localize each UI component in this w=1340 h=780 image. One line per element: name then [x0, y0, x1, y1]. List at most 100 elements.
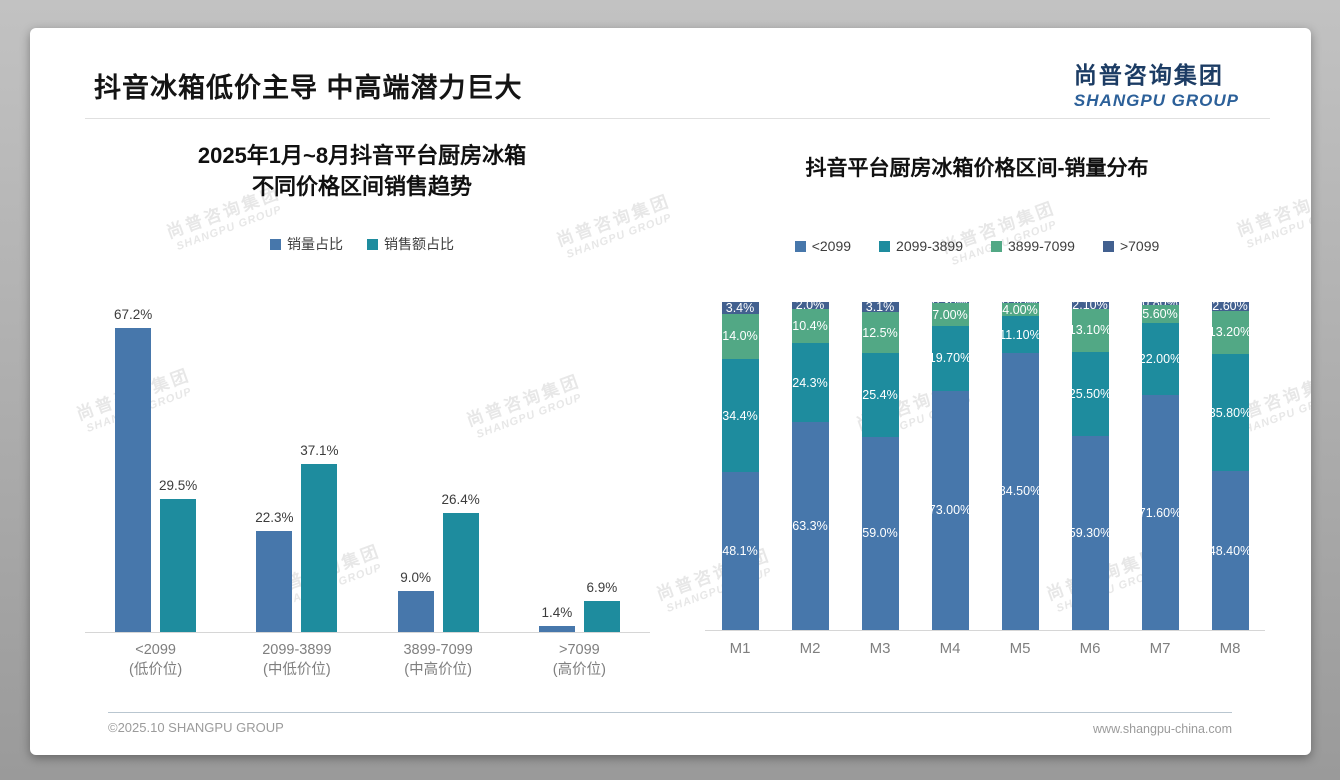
x-axis-label-2099-3899: 2099-3899 (中低价位)	[226, 640, 367, 680]
segment-3899-7099-M2: 10.4%	[791, 308, 829, 343]
segment->7099-M8: 2.60%	[1211, 299, 1249, 314]
x-axis-label-<2099: <2099 (低价位)	[85, 640, 226, 680]
bar-group-<2099: 67.2% 29.5%	[85, 288, 226, 632]
teal-legend-swatch-icon	[367, 238, 378, 250]
header-divider	[85, 118, 1270, 119]
x-axis-label-sub: (高价位)	[552, 662, 606, 678]
segment-value-label: 13.20%	[1208, 325, 1252, 340]
x-axis-label-main: 3899-7099	[403, 642, 473, 658]
segment-value-label: 34.4%	[722, 408, 758, 423]
x-axis-label-M8: M8	[1219, 640, 1241, 657]
segment-value-label: 3.1%	[865, 300, 895, 315]
segment-value-label: 12.5%	[862, 325, 898, 340]
x-axis-label-M5: M5	[1009, 640, 1031, 657]
right-legend-item-1: 2099-3899	[879, 238, 963, 254]
segment-value-label: 63.3%	[792, 519, 828, 534]
x-axis-label-M3: M3	[869, 640, 891, 657]
right-chart-title: 抖音平台厨房冰箱价格区间-销量分布	[805, 157, 1149, 180]
segment-3899-7099-M3: 12.5%	[861, 312, 899, 354]
segment-value-label: 2.60%	[1212, 299, 1248, 314]
x-axis-label-M7: M7	[1149, 640, 1171, 657]
segment-3899-7099-M5: 4.00%	[1001, 302, 1039, 317]
segment-value-label: 13.10%	[1068, 323, 1112, 338]
bar-value-label: 1.4%	[541, 604, 573, 620]
stacked-bar-M6: 2.10% 13.10% 25.50% 59.30%	[1068, 298, 1112, 630]
x-axis-label->7099: >7099 (高价位)	[509, 640, 650, 680]
bar-销售额占比-<2099: 29.5%	[159, 478, 197, 632]
segment-<2099-M5: 84.50%	[998, 352, 1042, 630]
segment-<2099-M1: 48.1%	[721, 472, 759, 630]
x-axis-label-M6: M6	[1079, 640, 1101, 657]
segment-2099-3899-M5: 11.10%	[999, 316, 1041, 353]
stacked-bar-M1: 3.4% 14.0% 34.4% 48.1%	[721, 300, 759, 630]
segment-value-label: 73.00%	[928, 503, 972, 518]
stacked-bar-M3: 3.1% 12.5% 25.4% 59.0%	[861, 300, 899, 630]
stack-cell-M6: 2.10% 13.10% 25.50% 59.30%	[1055, 298, 1125, 630]
left-chart-title-line1: 2025年1月~8月抖音平台厨房冰箱	[197, 143, 527, 168]
segment-value-label: 19.70%	[928, 351, 972, 366]
x-axis-label-main: <2099	[135, 642, 176, 658]
bar-value-label: 29.5%	[158, 477, 198, 493]
segment-2099-3899-M3: 25.4%	[861, 353, 899, 437]
right-legend-label-1: 2099-3899	[896, 238, 963, 254]
bar-value-label: 67.2%	[113, 307, 153, 323]
stack-cell-M4: 0.30%7.00%19.70%73.00%	[915, 296, 985, 630]
right-legend-item-0: <2099	[794, 238, 852, 254]
bar-销量占比-3899-7099: 9.0%	[397, 570, 434, 632]
bar-group->7099: 1.4% 6.9%	[509, 288, 650, 632]
right-legend-item-3: >7099	[1102, 238, 1159, 254]
segment-value-label: 4.00%	[1002, 302, 1038, 317]
x-axis-label-M1: M1	[729, 640, 751, 657]
segment->7099-M1: 3.4%	[721, 300, 759, 315]
segment-2099-3899-M8: 35.80%	[1209, 353, 1251, 472]
logo-cn-text: 尚普咨询集团	[1073, 62, 1224, 88]
bar-group-3899-7099: 9.0% 26.4%	[368, 288, 509, 632]
right-legend-label-2: 3899-7099	[1008, 238, 1075, 254]
x-axis-label-sub: (中低价位)	[263, 662, 331, 678]
right-legend-label-0: <2099	[811, 238, 852, 254]
x-axis-label-sub: (低价位)	[129, 662, 183, 678]
x-axis-label-M2: M2	[799, 640, 821, 657]
bar-value-label: 26.4%	[441, 491, 480, 507]
segment-<2099-M2: 63.3%	[791, 422, 829, 630]
stacked-bar-M8: 2.60% 13.20% 35.80% 48.40%	[1208, 299, 1252, 630]
bar-销售额占比-3899-7099: 26.4%	[441, 492, 480, 632]
left-legend-label-1: 销售额占比	[384, 236, 454, 252]
segment-value-label: 5.60%	[1142, 306, 1178, 321]
segment-value-label: 7.00%	[932, 307, 968, 322]
segment-3899-7099-M8: 13.20%	[1208, 310, 1252, 354]
bar-group-2099-3899: 22.3% 37.1%	[226, 288, 367, 632]
segment->7099-M2: 2.0%	[791, 298, 829, 312]
segment-value-label: 48.40%	[1208, 543, 1252, 558]
segment-<2099-M7: 71.60%	[1139, 395, 1181, 630]
segment-2099-3899-M6: 25.50%	[1069, 351, 1111, 436]
slate-legend-swatch-icon	[1102, 240, 1114, 252]
stack-cell-M7: 0.80% 5.60% 22.00% 71.60%	[1125, 296, 1195, 630]
stacked-bar-M2: 2.0% 10.4% 24.3% 63.3%	[791, 298, 829, 630]
segment-value-label: 59.30%	[1068, 525, 1112, 540]
segment-value-label: 3.4%	[725, 300, 755, 315]
stack-cell-M5: 0.40%4.00%11.10%84.50%	[985, 296, 1055, 630]
footer-copyright: ©2025.10 SHANGPU GROUP	[108, 720, 284, 735]
right-chart-legend: <2099 2099-3899 3899-7099 >7099	[707, 238, 1247, 254]
x-axis-label-3899-7099: 3899-7099 (中高价位)	[368, 640, 509, 680]
footer-url: www.shangpu-china.com	[1093, 722, 1232, 736]
segment-value-label: 11.10%	[999, 327, 1041, 342]
left-legend-item-1: 销售额占比	[367, 234, 454, 254]
segment-<2099-M3: 59.0%	[861, 436, 899, 630]
company-logo: 尚普咨询集团 SHANGPU GROUP	[1074, 56, 1239, 111]
segment-value-label: 84.50%	[998, 484, 1042, 499]
left-legend-label-0: 销量占比	[287, 236, 343, 252]
stack-cell-M3: 3.1% 12.5% 25.4% 59.0%	[845, 300, 915, 630]
segment-<2099-M8: 48.40%	[1208, 471, 1252, 630]
left-plot-area: 67.2% 29.5% 22.3% 37.1% 9.0% 26.4% 1.4% 6.9%	[85, 288, 650, 633]
segment-2099-3899-M4: 19.70%	[928, 326, 972, 391]
segment-value-label: 24.3%	[792, 375, 828, 390]
bar-销量占比->7099: 1.4%	[538, 605, 575, 632]
stacked-bar-M7: 0.80% 5.60% 22.00% 71.60%	[1138, 296, 1182, 630]
segment-value-label: 22.00%	[1138, 352, 1182, 367]
left-chart-title-line2: 不同价格区间销售趋势	[251, 174, 472, 199]
segment-2099-3899-M2: 24.3%	[791, 342, 829, 423]
logo-en-text: SHANGPU GROUP	[1073, 91, 1239, 110]
